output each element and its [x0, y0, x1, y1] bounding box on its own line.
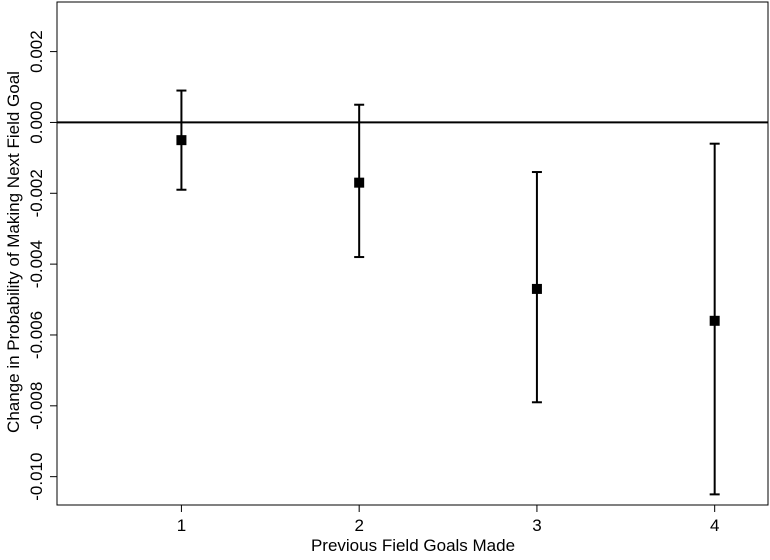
x-tick-label: 4 — [710, 516, 719, 535]
data-point-marker — [176, 135, 187, 146]
y-tick-label: -0.002 — [27, 169, 46, 217]
error-bars — [176, 89, 720, 496]
y-tick-label: 0.000 — [27, 101, 46, 144]
chart-axes — [56, 1, 769, 506]
x-axis-label: Previous Field Goals Made — [311, 536, 515, 555]
y-tick-label: -0.006 — [27, 311, 46, 359]
x-tick-label: 3 — [532, 516, 541, 535]
y-tick-label: -0.010 — [27, 453, 46, 501]
y-tick-label: -0.008 — [27, 382, 46, 430]
data-point-marker — [709, 315, 720, 326]
x-tick-label: 2 — [354, 516, 363, 535]
y-axis-label: Change in Probability of Making Next Fie… — [4, 71, 23, 433]
x-axis-ticks: 1 2 3 4 — [177, 505, 719, 535]
data-point-marker — [531, 283, 542, 294]
point-markers — [176, 135, 720, 326]
y-axis-ticks: 0.002 0.000 -0.002 -0.004 -0.006 -0.008 -0.010 — [27, 30, 57, 501]
plot-frame — [56, 1, 769, 506]
y-tick-label: 0.002 — [27, 30, 46, 73]
data-point-marker — [354, 177, 365, 188]
x-tick-label: 1 — [177, 516, 186, 535]
y-tick-label: -0.004 — [27, 240, 46, 288]
